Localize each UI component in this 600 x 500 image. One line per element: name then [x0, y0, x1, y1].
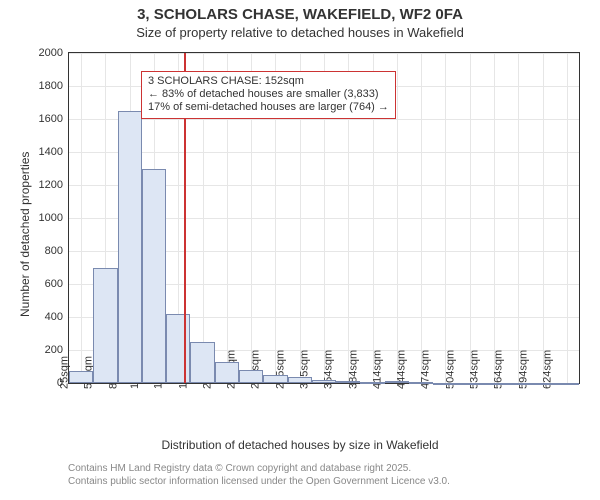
xtick-label: 444sqm: [396, 350, 408, 389]
attribution-line: Contains HM Land Registry data © Crown c…: [68, 462, 600, 475]
histogram-bar: [69, 371, 93, 383]
xtick-label: 325sqm: [298, 350, 310, 389]
histogram-bar: [288, 377, 312, 383]
histogram-bar: [385, 381, 409, 383]
annotation-line: 3 SCHOLARS CHASE: 152sqm: [148, 75, 389, 88]
chart-title: 3, SCHOLARS CHASE, WAKEFIELD, WF2 0FA: [0, 6, 600, 23]
plot-area: 020040060080010001200140016001800200025s…: [68, 52, 580, 384]
xtick-label: 354sqm: [323, 350, 335, 389]
histogram-bar: [93, 268, 117, 384]
gridline-v: [518, 53, 519, 383]
gridline-v: [567, 53, 568, 383]
histogram-bar: [166, 314, 190, 383]
gridline-v: [543, 53, 544, 383]
histogram-bar: [312, 380, 336, 383]
x-axis-label: Distribution of detached houses by size …: [0, 438, 600, 452]
annotation-line: 17% of semi-detached houses are larger (…: [148, 101, 389, 114]
ytick-label: 2000: [39, 47, 63, 59]
xtick-label: 295sqm: [274, 350, 286, 389]
histogram-bar: [506, 383, 530, 385]
ytick-label: 800: [45, 245, 63, 257]
histogram-bar: [263, 375, 287, 383]
figure: 3, SCHOLARS CHASE, WAKEFIELD, WF2 0FA Siz…: [0, 0, 600, 500]
ytick-label: 1200: [39, 179, 63, 191]
histogram-bar: [215, 362, 239, 383]
ytick-label: 200: [45, 344, 63, 356]
attribution: Contains HM Land Registry data © Crown c…: [68, 462, 600, 488]
histogram-bar: [360, 382, 384, 384]
histogram-bar: [530, 383, 554, 385]
y-axis-label: Number of detached properties: [18, 152, 32, 317]
histogram-bar: [555, 383, 579, 385]
gridline-v: [397, 53, 398, 383]
histogram-bar: [336, 381, 360, 383]
ytick-label: 1800: [39, 80, 63, 92]
histogram-bar: [458, 383, 482, 385]
gridline-v: [494, 53, 495, 383]
annotation-box: 3 SCHOLARS CHASE: 152sqm← 83% of detache…: [141, 71, 396, 119]
gridline-v: [421, 53, 422, 383]
ytick-label: 1400: [39, 146, 63, 158]
histogram-bar: [190, 342, 214, 383]
histogram-bar: [118, 111, 142, 383]
gridline-v: [445, 53, 446, 383]
histogram-bar: [409, 382, 433, 384]
ytick-label: 1600: [39, 113, 63, 125]
gridline-v: [81, 53, 82, 383]
ytick-label: 600: [45, 278, 63, 290]
annotation-line: ← 83% of detached houses are smaller (3,…: [148, 88, 389, 101]
chart-subtitle: Size of property relative to detached ho…: [0, 25, 600, 40]
gridline-v: [470, 53, 471, 383]
histogram-bar: [482, 383, 506, 385]
attribution-line: Contains public sector information licen…: [68, 475, 600, 488]
histogram-bar: [239, 370, 263, 383]
histogram-bar: [433, 383, 457, 385]
ytick-label: 1000: [39, 212, 63, 224]
ytick-label: 400: [45, 311, 63, 323]
histogram-bar: [142, 169, 166, 384]
